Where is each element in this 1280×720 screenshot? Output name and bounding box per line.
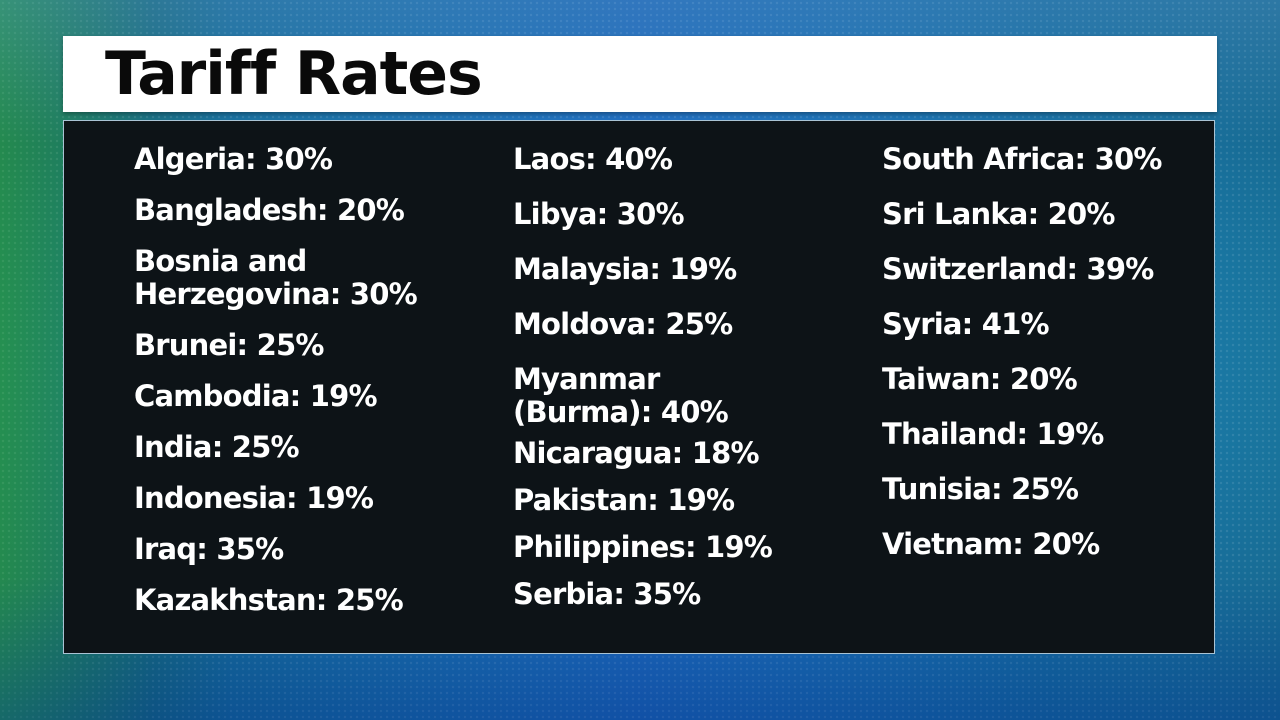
- page-title: Tariff Rates: [105, 39, 483, 109]
- entry-text: Cambodia: 19%: [134, 379, 378, 413]
- tariff-entry-switzerland: Switzerland: 39%: [882, 253, 1162, 286]
- column-3: South Africa: 30% Sri Lanka: 20% Switzer…: [882, 143, 1162, 583]
- tariff-entry-cambodia: Cambodia: 19%: [134, 380, 417, 413]
- entry-text: Kazakhstan: 25%: [134, 583, 404, 617]
- entry-text: Thailand: 19%: [882, 417, 1104, 451]
- entry-text-line-1: Myanmar: [513, 362, 660, 396]
- tariff-entry-philippines: Philippines: 19%: [513, 530, 773, 564]
- entry-text: India: 25%: [134, 430, 300, 464]
- entry-text: Syria: 41%: [882, 307, 1050, 341]
- tariff-entry-nicaragua: Nicaragua: 18%: [513, 437, 772, 470]
- entry-text: Tunisia: 25%: [882, 472, 1079, 506]
- entry-text: Vietnam: 20%: [882, 527, 1100, 561]
- tariff-entry-taiwan: Taiwan: 20%: [882, 363, 1162, 396]
- entry-text: Philippines: 19%: [513, 530, 773, 564]
- tariff-entry-vietnam: Vietnam: 20%: [882, 528, 1162, 561]
- title-bar: Tariff Rates: [63, 36, 1217, 112]
- tariff-entry-kazakhstan: Kazakhstan: 25%: [134, 584, 417, 617]
- entry-text: Brunei: 25%: [134, 328, 324, 362]
- tariff-entry-myanmar: Myanmar (Burma): 40%: [513, 363, 772, 429]
- entry-text: Algeria: 30%: [134, 142, 333, 176]
- tariff-entry-malaysia: Malaysia: 19%: [513, 253, 772, 286]
- entry-text: Moldova: 25%: [513, 307, 733, 341]
- tariff-entry-thailand: Thailand: 19%: [882, 418, 1162, 451]
- tariff-entry-brunei: Brunei: 25%: [134, 329, 417, 362]
- tariff-list-panel: Algeria: 30% Bangladesh: 20% Bosnia and H…: [63, 120, 1215, 654]
- entry-text: Taiwan: 20%: [882, 362, 1078, 396]
- entry-text: Serbia: 35%: [513, 577, 701, 611]
- entry-text: Sri Lanka: 20%: [882, 197, 1115, 231]
- tariff-entry-bangladesh: Bangladesh: 20%: [134, 194, 417, 227]
- entry-text-line-2: (Burma): 40%: [513, 395, 729, 429]
- column-2: Laos: 40% Libya: 30% Malaysia: 19% Moldo…: [513, 143, 773, 625]
- entry-text: Laos: 40%: [513, 142, 673, 176]
- tariff-entry-iraq: Iraq: 35%: [134, 533, 417, 566]
- tariff-entry-south-africa: South Africa: 30%: [882, 143, 1162, 176]
- entry-text: Iraq: 35%: [134, 532, 284, 566]
- entry-text: Switzerland: 39%: [882, 252, 1154, 286]
- tariff-entry-pakistan: Pakistan: 19%: [513, 484, 772, 517]
- tariff-entry-algeria: Algeria: 30%: [134, 143, 417, 176]
- entry-text: Indonesia: 19%: [134, 481, 374, 515]
- tariff-entry-serbia: Serbia: 35%: [513, 578, 772, 611]
- entry-text: Malaysia: 19%: [513, 252, 737, 286]
- tariff-entry-syria: Syria: 41%: [882, 308, 1162, 341]
- entry-text-line-2: Herzegovina: 30%: [134, 277, 418, 311]
- tariff-entry-indonesia: Indonesia: 19%: [134, 482, 417, 515]
- tariff-entry-tunisia: Tunisia: 25%: [882, 473, 1162, 506]
- entry-text: South Africa: 30%: [882, 142, 1162, 176]
- tariff-entry-laos: Laos: 40%: [513, 143, 772, 176]
- entry-text: Libya: 30%: [513, 197, 685, 231]
- entry-text-line-1: Bosnia and: [134, 244, 307, 278]
- tariff-entry-india: India: 25%: [134, 431, 417, 464]
- tariff-entry-bosnia-and-herzegovina: Bosnia and Herzegovina: 30%: [134, 244, 418, 311]
- entry-text: Bangladesh: 20%: [134, 193, 405, 227]
- entry-text: Nicaragua: 18%: [513, 436, 760, 470]
- tariff-entry-sri-lanka: Sri Lanka: 20%: [882, 198, 1162, 231]
- tariff-entry-moldova: Moldova: 25%: [513, 308, 772, 341]
- column-1: Algeria: 30% Bangladesh: 20% Bosnia and H…: [134, 143, 418, 635]
- tariff-entry-libya: Libya: 30%: [513, 198, 772, 231]
- entry-text: Pakistan: 19%: [513, 483, 735, 517]
